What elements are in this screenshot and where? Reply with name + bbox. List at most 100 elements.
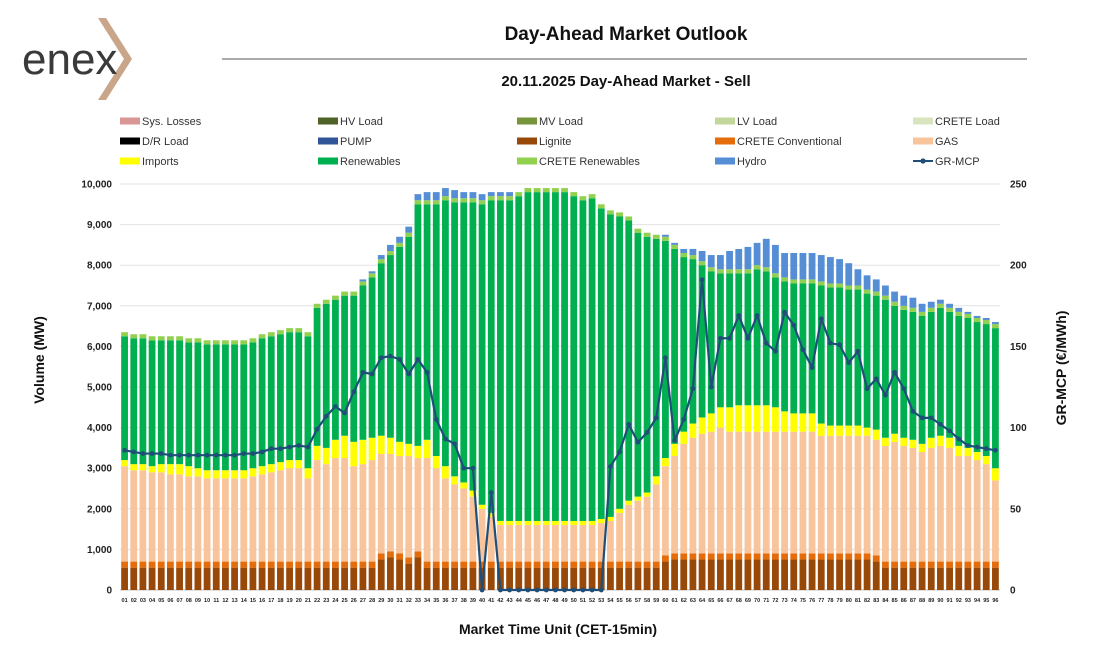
mcp-point	[653, 415, 659, 421]
bar-crete-renewables	[707, 267, 715, 272]
bar-stack-94	[973, 315, 981, 590]
bar-crete-conventional	[900, 561, 908, 568]
bar-stack-71	[762, 238, 770, 590]
x-tick-label: 31	[397, 598, 403, 604]
bar-crete-conventional	[460, 561, 468, 568]
bar-stack-09	[194, 338, 202, 590]
bar-gas	[588, 525, 596, 562]
bar-stack-42	[497, 192, 504, 590]
bar-gas	[570, 525, 578, 562]
bar-gas	[680, 443, 688, 554]
bar-stack-19	[286, 328, 293, 590]
mcp-point	[223, 452, 228, 458]
bar-stack-66	[717, 255, 724, 590]
bar-hydro	[909, 297, 917, 308]
bar-crete-conventional	[469, 561, 477, 568]
bar-crete-renewables	[909, 307, 917, 312]
bar-stack-85	[891, 291, 898, 590]
bar-crete-renewables	[634, 228, 642, 233]
x-tick-label: 82	[864, 598, 870, 604]
gridlines	[120, 183, 1000, 591]
bar-stack-83	[872, 279, 880, 590]
bar-crete-renewables	[964, 313, 972, 318]
bar-hydro	[845, 263, 853, 286]
x-tick-label: 84	[882, 598, 889, 604]
legend-label: Renewables	[340, 156, 401, 168]
mcp-point	[498, 587, 503, 593]
bar-imports	[882, 437, 889, 446]
bar-stack-81	[854, 269, 862, 590]
bar-gas	[726, 431, 733, 554]
legend-label: D/R Load	[142, 136, 188, 148]
bar-crete-conventional	[542, 561, 550, 568]
bar-gas	[240, 478, 248, 562]
bar-lignite	[561, 567, 568, 590]
bar-lignite	[882, 567, 889, 590]
bar-gas	[258, 474, 266, 562]
bar-hydro	[451, 190, 458, 199]
mcp-point	[589, 587, 595, 593]
bar-hydro	[680, 248, 688, 254]
bar-lignite	[148, 567, 156, 590]
bar-crete-renewables	[652, 234, 660, 239]
legend-label: Imports	[142, 156, 179, 168]
bar-crete-renewables	[854, 285, 862, 290]
bar-gas	[927, 447, 935, 562]
y-tick-label: 6,000	[87, 342, 112, 353]
bar-renewables	[167, 340, 174, 465]
bar-crete-conventional	[258, 561, 266, 568]
legend-item-lv-load: LV Load	[715, 116, 777, 128]
bar-crete-conventional	[332, 561, 339, 568]
bar-lignite	[799, 559, 807, 590]
bar-hydro	[506, 192, 513, 197]
legend-swatch	[715, 157, 735, 165]
bar-imports	[607, 516, 614, 521]
bar-crete-conventional	[588, 561, 596, 568]
bar-gas	[634, 500, 642, 562]
mcp-point	[470, 465, 476, 471]
x-tick-label: 02	[131, 598, 137, 604]
x-axis-title: Market Time Unit (CET-15min)	[459, 621, 657, 637]
bar-hydro	[891, 291, 898, 302]
bar-renewables	[964, 317, 972, 448]
bar-crete-renewables	[277, 330, 284, 335]
bar-lignite	[946, 567, 953, 590]
bar-stack-43	[506, 192, 513, 590]
bar-gas	[515, 525, 523, 562]
mcp-point	[571, 587, 577, 593]
bar-gas	[487, 516, 495, 562]
bar-gas	[332, 458, 339, 562]
bar-crete-conventional	[817, 553, 825, 560]
bar-crete-conventional	[506, 561, 513, 568]
mcp-point	[388, 353, 393, 359]
bar-imports	[368, 437, 376, 461]
bar-imports	[946, 437, 953, 448]
bar-renewables	[203, 344, 211, 471]
mcp-point	[919, 415, 925, 421]
bar-hydro	[689, 248, 697, 256]
bar-stack-13	[231, 340, 238, 590]
mcp-point	[525, 587, 531, 593]
bar-crete-conventional	[322, 561, 330, 568]
bar-imports	[524, 520, 532, 526]
bar-gas	[900, 445, 908, 562]
bar-renewables	[643, 236, 651, 493]
mcp-line-series	[122, 277, 998, 593]
bar-stack-75	[799, 253, 807, 590]
bar-renewables	[478, 204, 486, 505]
x-tick-label: 55	[617, 598, 623, 604]
bar-crete-conventional	[167, 561, 174, 568]
bar-renewables	[258, 338, 266, 467]
mcp-point	[809, 365, 815, 370]
x-tick-label: 81	[855, 598, 861, 604]
bar-renewables	[597, 208, 605, 519]
bar-gas	[414, 458, 422, 552]
bar-renewables	[891, 305, 898, 434]
bar-imports	[662, 458, 669, 467]
bar-crete-conventional	[368, 561, 376, 568]
bar-crete-renewables	[130, 334, 138, 339]
bar-crete-renewables	[341, 291, 348, 296]
bar-crete-conventional	[918, 561, 926, 568]
bar-hydro	[790, 253, 798, 280]
